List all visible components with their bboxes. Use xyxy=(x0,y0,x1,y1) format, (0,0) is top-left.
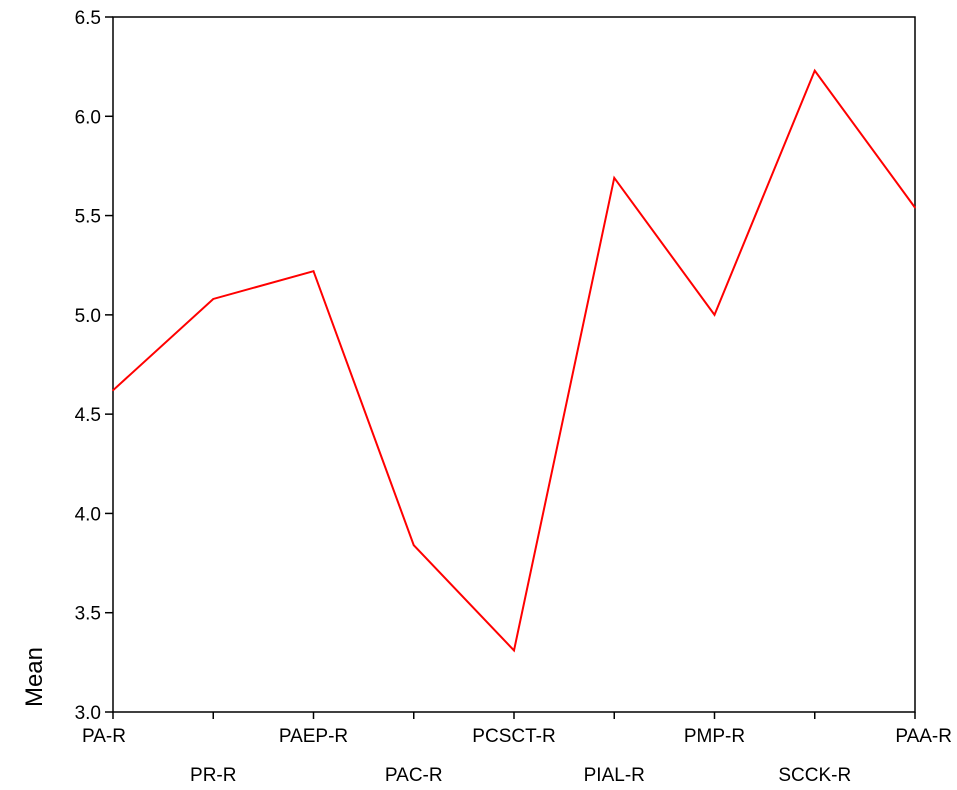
y-tick-label: 3.5 xyxy=(75,604,101,625)
x-tick-label: PCSCT-R xyxy=(472,726,555,747)
x-tick-label: PAEP-R xyxy=(279,726,348,747)
x-tick-label: PIAL-R xyxy=(584,765,645,786)
y-tick-label: 5.5 xyxy=(75,207,101,228)
x-tick-label: SCCK-R xyxy=(778,765,851,786)
data-point xyxy=(212,298,215,300)
data-point xyxy=(713,314,716,316)
x-tick-label: PR-R xyxy=(190,765,236,786)
y-tick-label: 6.0 xyxy=(75,107,101,128)
plot-area-frame xyxy=(112,16,916,713)
x-tick-label: PMP-R xyxy=(684,726,745,747)
x-tick-label: PAC-R xyxy=(385,765,443,786)
y-axis: 3.0 3.5 4.0 4.5 5.0 5.5 6.0 6.5 xyxy=(75,8,113,724)
data-point xyxy=(813,69,816,72)
y-tick-label: 4.0 xyxy=(75,504,101,525)
data-point xyxy=(312,270,315,272)
series-group xyxy=(112,68,916,653)
data-point xyxy=(914,206,916,209)
y-axis-title: Mean xyxy=(21,647,48,707)
y-tick-label: 5.0 xyxy=(75,306,101,327)
x-tick-label: PAA-R xyxy=(895,726,952,747)
y-tick-label: 4.5 xyxy=(75,405,101,426)
x-axis: PA-R PR-R PAEP-R PAC-R PCSCT-R PIAL-R PMP-R SCC… xyxy=(82,712,952,786)
y-tick-label: 3.0 xyxy=(75,703,101,724)
data-point xyxy=(613,177,616,179)
y-tick-label: 6.5 xyxy=(75,8,101,29)
x-tick-label: PA-R xyxy=(82,726,126,747)
data-point xyxy=(112,389,114,392)
data-point xyxy=(513,649,515,652)
data-point xyxy=(412,544,415,546)
